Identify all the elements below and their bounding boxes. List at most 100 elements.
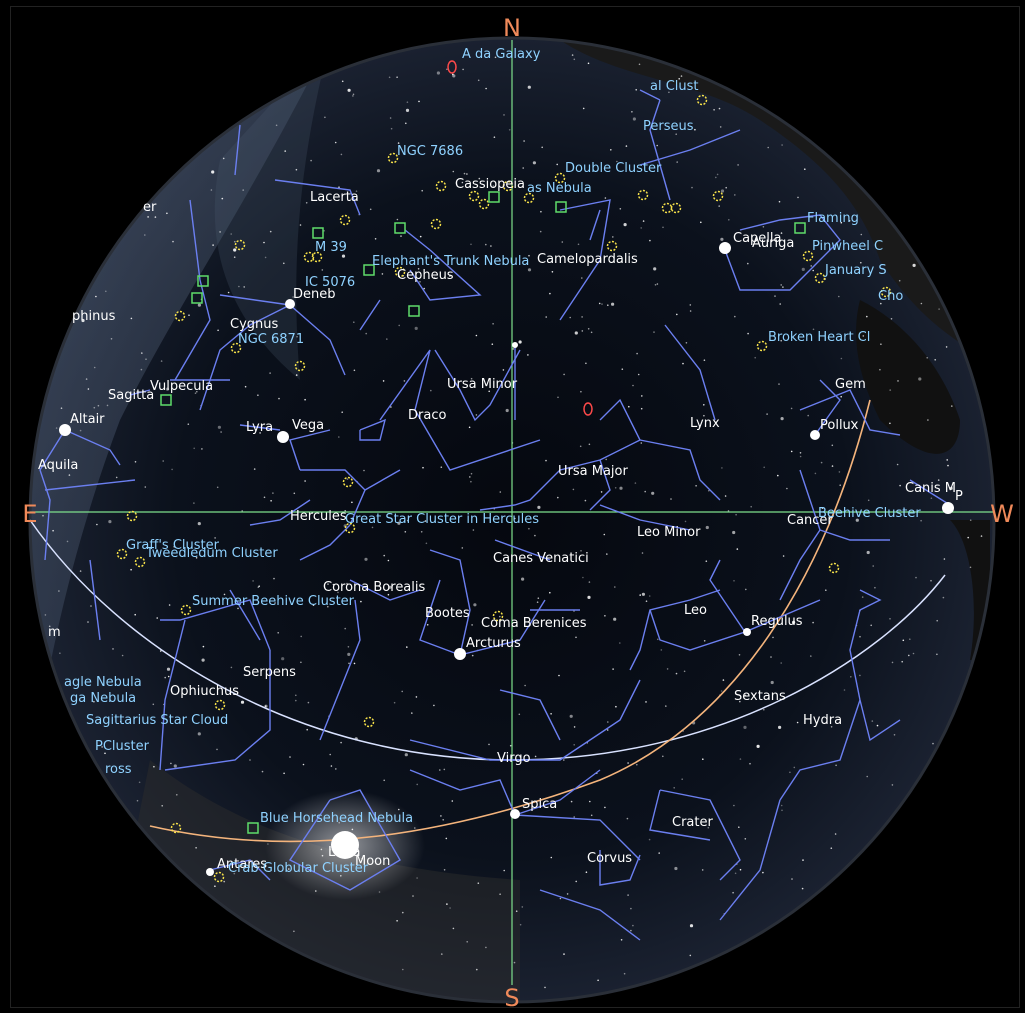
label-spica[interactable]: Spica [522,797,557,812]
star-cluster-marker[interactable] [339,214,351,226]
label-aquila[interactable]: Aquila [38,458,78,473]
label-cancer[interactable]: Cancer [787,513,833,528]
label-canes-venatici[interactable]: Canes Venatici [493,551,589,566]
label-sextans[interactable]: Sextans [734,689,786,704]
label-canis-minor[interactable]: Canis M [905,481,956,496]
label-deneb[interactable]: Deneb [293,287,336,302]
star-cluster-marker[interactable] [213,871,225,883]
label-crater[interactable]: Crater [672,815,713,830]
star-cluster-marker[interactable] [363,716,375,728]
label-ic5076[interactable]: IC 5076 [305,275,355,290]
cardinal-east[interactable]: E [22,500,37,528]
label-lynx[interactable]: Lynx [690,416,720,431]
star-cluster-marker[interactable] [180,604,192,616]
nebula-marker[interactable] [408,305,420,317]
galaxy-marker[interactable] [583,402,593,416]
label-coma-berenices[interactable]: Coma Berenices [481,616,587,631]
label-procyon[interactable]: P [955,489,963,504]
label-ursa-major[interactable]: Ursa Major [558,464,628,479]
label-libra[interactable]: Libra [328,845,360,860]
nebula-marker[interactable] [394,222,406,234]
label-sagittarius-star-cloud[interactable]: Sagittarius Star Cloud [86,713,228,728]
label-pinwheel[interactable]: Pinwheel C [812,239,883,254]
label-cygnus[interactable]: Cygnus [230,317,279,332]
star-cluster-marker[interactable] [174,310,186,322]
label-cassiopeia[interactable]: Cassiopeia [455,177,525,192]
label-great-star-cluster[interactable]: Great Star Cluster in Hercules [345,512,539,527]
label-m39[interactable]: M 39 [315,240,347,255]
star-cluster-marker[interactable] [814,272,826,284]
moon[interactable] [331,831,359,859]
label-leo-minor[interactable]: Leo Minor [637,525,701,540]
label-flaming[interactable]: Flaming [807,211,859,226]
star-cluster-marker[interactable] [311,251,323,263]
star-cluster-marker[interactable] [344,522,356,534]
star-cluster-marker[interactable] [468,190,480,202]
star-cluster-marker[interactable] [756,340,768,352]
nebula-marker[interactable] [488,191,500,203]
label-antares[interactable]: Antares [217,857,267,872]
star-cluster-marker[interactable] [294,360,306,372]
star-cluster-marker[interactable] [502,180,514,192]
label-corona-borealis[interactable]: Corona Borealis [323,580,426,595]
label-camelopardalis[interactable]: Camelopardalis [537,252,638,267]
label-auriga[interactable]: Auriga [752,236,794,251]
label-corvus[interactable]: Corvus [587,851,632,866]
label-virgo[interactable]: Virgo [497,751,531,766]
label-cepheus[interactable]: Cepheus [397,268,454,283]
label-capella[interactable]: Capella [733,231,781,246]
label-vega[interactable]: Vega [292,418,324,433]
star-cluster-marker[interactable] [478,198,490,210]
label-m[interactable]: m [48,625,61,640]
label-moon[interactable]: Moon [355,854,390,869]
label-summer-beehive[interactable]: Summer Beehive Cluster [192,594,355,609]
star-cluster-marker[interactable] [134,556,146,568]
label-gem[interactable]: Gem [835,377,866,392]
nebula-marker[interactable] [160,394,172,406]
label-cho[interactable]: Cho [878,289,903,304]
label-crab-globular[interactable]: Crab Globular Cluster [228,861,369,876]
nebula-marker[interactable] [555,201,567,213]
star-cluster-marker[interactable] [214,699,226,711]
label-lacerta[interactable]: Lacerta [310,190,359,205]
nebula-marker[interactable] [794,222,806,234]
label-ross[interactable]: ross [105,762,132,777]
star-cluster-marker[interactable] [342,476,354,488]
label-hydra[interactable]: Hydra [803,713,842,728]
label-vulpecula[interactable]: Vulpecula [150,379,213,394]
nebula-marker[interactable] [197,275,209,287]
star-cluster-marker[interactable] [170,822,182,834]
star-cluster-marker[interactable] [387,152,399,164]
label-eagle-nebula[interactable]: agle Nebula [64,675,142,690]
star-cluster-marker[interactable] [712,190,724,202]
star-cluster-marker[interactable] [554,172,566,184]
label-ga-nebula[interactable]: ga Nebula [70,691,136,706]
label-beehive[interactable]: Beehive Cluster [818,506,921,521]
star-cluster-marker[interactable] [430,218,442,230]
label-ngc6871[interactable]: NGC 6871 [238,332,304,347]
star-cluster-marker[interactable] [230,342,242,354]
star-cluster-marker[interactable] [802,250,814,262]
label-broken-heart[interactable]: Broken Heart Cl [768,330,870,345]
label-pcluster[interactable]: PCluster [95,739,150,754]
star-cluster-marker[interactable] [492,610,504,622]
label-pollux[interactable]: Pollux [820,418,859,433]
label-andromeda[interactable]: A da Galaxy [462,47,541,62]
label-tweedledum[interactable]: Tweedledum Cluster [145,546,278,561]
label-arcturus[interactable]: Arcturus [466,636,521,651]
star-cluster-marker[interactable] [696,94,708,106]
label-regulus[interactable]: Regulus [751,614,803,629]
star-cluster-marker[interactable] [116,548,128,560]
label-bootes[interactable]: Bootes [425,606,470,621]
star-cluster-marker[interactable] [880,286,892,298]
label-owl-nebula[interactable]: as Nebula [527,181,592,196]
label-elephants-trunk[interactable]: Elephant's Trunk Nebula [372,254,529,269]
star-cluster-marker[interactable] [234,239,246,251]
label-lyra[interactable]: Lyra [246,420,273,435]
star-cluster-marker[interactable] [670,202,682,214]
label-blue-horsehead[interactable]: Blue Horsehead Nebula [260,811,413,826]
star-cluster-marker[interactable] [523,192,535,204]
star-cluster-marker[interactable] [303,251,315,263]
label-draco[interactable]: Draco [408,408,446,423]
